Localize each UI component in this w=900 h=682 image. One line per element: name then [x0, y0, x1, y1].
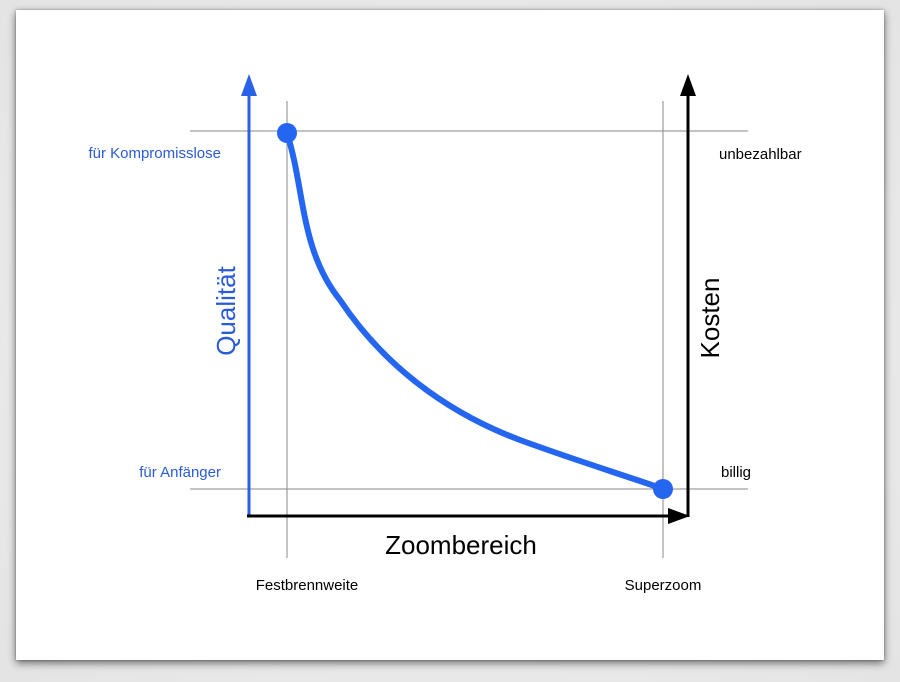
bottom-left-label: Festbrennweite — [256, 577, 359, 594]
right-axis-arrow — [680, 74, 696, 96]
bottom-axis-title: Zoombereich — [385, 530, 537, 560]
curve-start-point — [277, 123, 297, 143]
bottom-right-label: Superzoom — [625, 577, 702, 594]
bottom-axis-arrow — [668, 508, 690, 524]
left-axis-arrow — [241, 74, 257, 96]
right-axis-title: Kosten — [695, 278, 725, 359]
right-bottom-label: billig — [721, 464, 751, 481]
left-axis-title: Qualität — [211, 265, 241, 355]
curve-end-point — [653, 479, 673, 499]
right-top-label: unbezahlbar — [719, 146, 802, 163]
left-bottom-label: für Anfänger — [139, 464, 221, 481]
quality-cost-curve — [284, 130, 666, 492]
left-top-label: für Kompromisslose — [88, 145, 221, 162]
diagram-canvas — [16, 10, 884, 660]
